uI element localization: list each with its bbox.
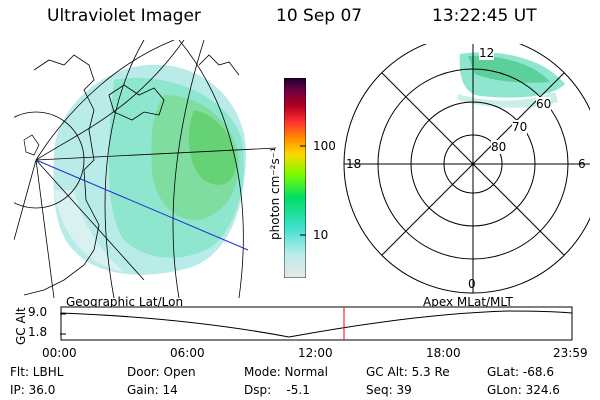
altitude-y-tick-9: 9.0: [28, 305, 48, 319]
colorbar-tick-100: 100: [313, 139, 336, 153]
altitude-plot: [60, 306, 573, 341]
coastline: [23, 54, 100, 296]
gain-value: Gain: 14: [127, 383, 178, 397]
polar-caption: Apex MLat/MLT: [423, 295, 513, 309]
colorbar-tick-10: 10: [313, 228, 329, 242]
altitude-curve: [60, 310, 573, 338]
mlt-label-0: 0: [468, 277, 476, 291]
ip-value: IP: 36.0: [10, 383, 56, 397]
colorbar: [284, 78, 306, 278]
mlt-label-12: 12: [479, 46, 495, 60]
x-tick-1200: 12:00: [298, 346, 333, 360]
date-label: 10 Sep 07: [276, 6, 363, 26]
glat-value: GLat: -68.6: [487, 365, 554, 379]
door-status: Door: Open: [127, 365, 196, 379]
x-tick-0600: 06:00: [170, 346, 205, 360]
polar-plot: [343, 44, 590, 294]
mlt-label-6: 6: [578, 157, 586, 171]
mlat-label-80: 80: [491, 140, 507, 154]
dsp-value: Dsp: -5.1: [244, 383, 310, 397]
gc-altitude-value: GC Alt: 5.3 Re: [366, 365, 450, 379]
mode-value: Mode: Normal: [244, 365, 328, 379]
filter-value: Flt: LBHL: [10, 365, 64, 379]
mlt-label-18: 18: [346, 157, 362, 171]
x-tick-1800: 18:00: [426, 346, 461, 360]
time-label: 13:22:45 UT: [432, 6, 537, 26]
x-tick-0000: 00:00: [42, 346, 77, 360]
mlat-label-60: 60: [536, 97, 552, 111]
geographic-map: [14, 40, 276, 298]
sequence-value: Seq: 39: [366, 383, 412, 397]
instrument-title: Ultraviolet Imager: [47, 6, 201, 26]
mlat-label-70: 70: [512, 120, 528, 134]
colorbar-unit-label: photon cm⁻²s⁻¹: [268, 147, 282, 240]
glon-value: GLon: 324.6: [487, 383, 560, 397]
map-caption: Geographic Lat/Lon: [66, 295, 184, 309]
x-tick-2359: 23:59: [553, 346, 588, 360]
altitude-y-tick-1-8: 1.8: [28, 325, 48, 339]
altitude-y-title: GC Alt: [14, 307, 28, 345]
